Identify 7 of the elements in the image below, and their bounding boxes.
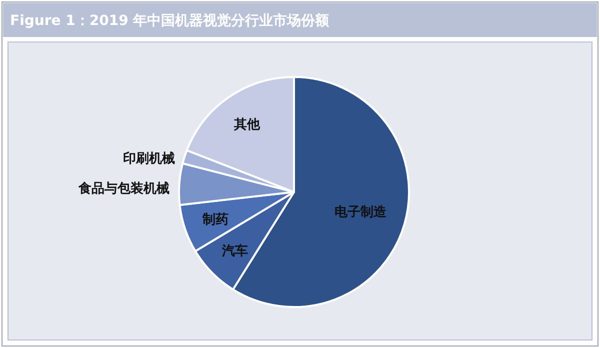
chart-title: Figure 1：2019 年中国机器视觉分行业市场份额 <box>10 12 330 29</box>
slice-label: 电子制造 <box>334 205 388 220</box>
slice-label: 其他 <box>233 118 262 133</box>
slice-label: 汽车 <box>220 242 248 259</box>
slice-label: 印刷机械 <box>122 150 175 167</box>
slice-label: 制药 <box>202 212 229 228</box>
slice-label: 食品与包装机械 <box>77 181 170 196</box>
